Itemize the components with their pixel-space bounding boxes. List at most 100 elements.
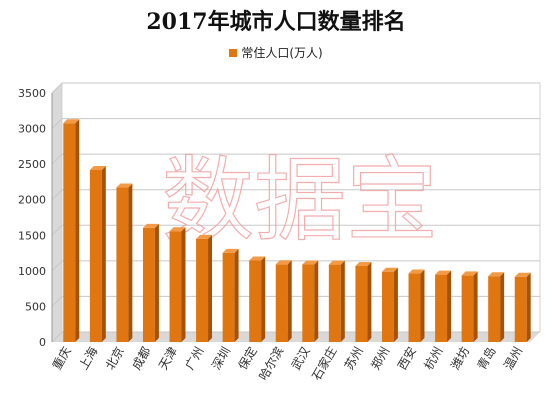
legend: 常住人口(万人) [0, 44, 552, 61]
bar-front [302, 264, 315, 342]
x-tick-label: 杭州 [421, 344, 446, 372]
x-tick-label: 潍坊 [447, 344, 472, 372]
bar-side [154, 223, 159, 342]
x-tick-label: 温州 [501, 345, 525, 373]
bar-top [461, 271, 478, 276]
bar-side [447, 270, 452, 342]
bar-side [261, 256, 266, 342]
bar-side [340, 260, 345, 342]
bar-side [181, 227, 186, 342]
y-tick-label: 3500 [18, 87, 46, 100]
bar [408, 269, 425, 342]
bar-front [461, 275, 474, 342]
bar-front [196, 238, 209, 342]
x-tick-label: 天津 [156, 345, 180, 373]
bar-side [101, 165, 106, 342]
bar-top [89, 165, 106, 170]
bar [89, 165, 106, 342]
bar-front [435, 274, 448, 342]
bar-top [63, 119, 80, 124]
y-tick-label: 2500 [18, 158, 46, 171]
x-tick-label: 苏州 [342, 345, 366, 373]
bar [249, 256, 266, 342]
bar [514, 272, 531, 342]
bar-front [222, 252, 235, 342]
bar-front [89, 169, 102, 342]
x-tick-label: 保定 [235, 344, 260, 372]
x-tick-label: 广州 [183, 345, 207, 373]
bar-side [314, 260, 319, 342]
x-tick-label: 北京 [103, 345, 127, 373]
x-tick-label: 郑州 [368, 344, 393, 372]
bar-front [63, 123, 76, 342]
bar-side [393, 267, 398, 342]
bar-top [302, 260, 319, 265]
bar [222, 248, 239, 342]
y-tick-label: 500 [25, 300, 46, 313]
bar-top [514, 272, 531, 277]
gridline [51, 153, 540, 165]
bar-top [169, 227, 186, 232]
legend-label: 常住人口(万人) [241, 46, 323, 60]
bar-side [367, 262, 372, 342]
bar-front [328, 264, 341, 342]
y-tick-label: 1000 [18, 265, 46, 278]
bar-front [249, 260, 262, 342]
gridline [51, 295, 540, 307]
bar [142, 223, 159, 342]
bar-top [116, 183, 133, 188]
y-axis: 0 500 1000 1500 2000 2500 3000 3500 [18, 87, 53, 349]
bar-side [526, 272, 531, 342]
bar-side [128, 183, 133, 342]
bar-top [222, 248, 239, 253]
bar-front [381, 271, 394, 342]
bar-top [381, 267, 398, 272]
bar [169, 227, 186, 342]
bar [488, 272, 505, 342]
chart-title: 2017年城市人口数量排名 [146, 9, 406, 35]
bar-series [63, 119, 531, 342]
bar [302, 260, 319, 342]
bar-top [435, 270, 452, 275]
bar-top [408, 269, 425, 274]
x-tick-label: 青岛 [474, 344, 499, 372]
gridline [51, 260, 540, 272]
gridline [51, 224, 540, 236]
bar-front [488, 276, 501, 342]
bar-side [420, 269, 425, 342]
bar-top [355, 262, 372, 267]
bar-top [328, 260, 345, 265]
x-tick-label: 哈尔滨 [255, 344, 286, 383]
x-tick-label: 成都 [129, 345, 153, 373]
gridline [51, 331, 540, 343]
bar-top [275, 260, 292, 265]
bar-front [275, 264, 288, 342]
y-tick-label: 2000 [18, 194, 46, 207]
bar [275, 260, 292, 342]
bar-side [287, 260, 292, 342]
bar [328, 260, 345, 342]
bar-side [208, 234, 213, 342]
bar-front [514, 276, 527, 342]
bar [461, 271, 478, 342]
x-tick-label: 西安 [394, 344, 419, 372]
x-tick-label: 石家庄 [308, 344, 339, 383]
bar-side [473, 271, 478, 342]
bar-top [249, 256, 266, 261]
bar-front [142, 227, 155, 342]
bar [435, 270, 452, 342]
gridline [51, 189, 540, 201]
bar-top [196, 234, 213, 239]
legend-swatch [229, 48, 238, 57]
gridline [51, 118, 540, 129]
bar [63, 119, 80, 342]
bar-side [500, 272, 505, 342]
bar-front [169, 231, 182, 342]
bar [196, 234, 213, 342]
bar-top [488, 272, 505, 277]
y-tick-label: 0 [39, 336, 46, 349]
bar-top [142, 223, 159, 228]
bar-front [116, 187, 129, 342]
x-tick-label: 重庆 [50, 345, 74, 373]
